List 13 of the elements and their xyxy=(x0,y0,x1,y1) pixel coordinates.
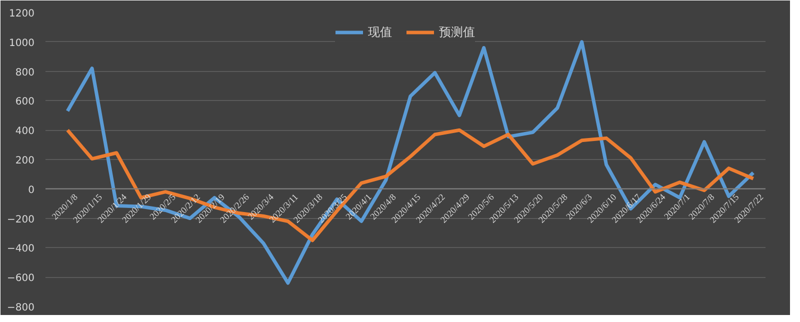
legend-label: 现值 xyxy=(368,24,392,40)
y-tick-label: −800 xyxy=(7,302,35,314)
y-tick-label: 600 xyxy=(15,96,35,108)
y-tick-label: 800 xyxy=(15,67,35,78)
legend-label: 预测值 xyxy=(439,24,475,40)
y-tick-label: −400 xyxy=(7,244,35,255)
y-tick-label: 200 xyxy=(15,156,35,166)
y-tick-label: 0 xyxy=(28,184,35,196)
y-tick-label: −200 xyxy=(7,214,35,226)
y-tick-label: 1200 xyxy=(9,8,35,20)
y-tick-label: 1000 xyxy=(9,38,35,49)
y-tick-label: 400 xyxy=(15,126,35,138)
y-tick-label: −600 xyxy=(7,273,35,284)
